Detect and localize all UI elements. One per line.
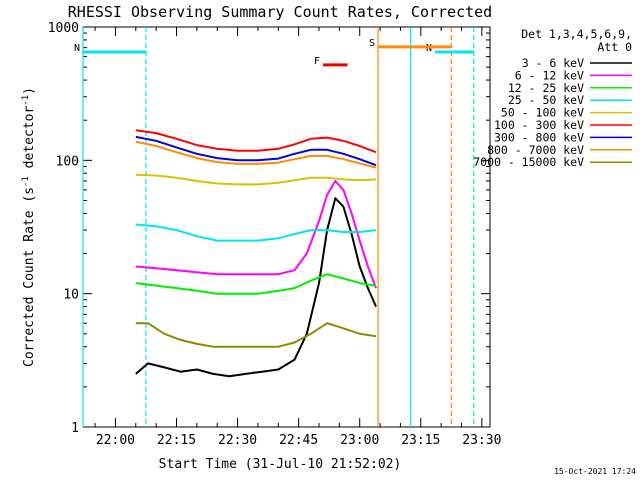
legend-item-label: 100 - 300 keV xyxy=(494,118,584,132)
y-tick-label: 1 xyxy=(71,421,79,436)
series-lines xyxy=(135,129,377,378)
event-marker-label: N xyxy=(426,43,432,54)
x-tick-label: 23:15 xyxy=(401,433,440,448)
legend-item-label: 800 - 7000 keV xyxy=(487,143,584,157)
x-tick-label: 22:15 xyxy=(157,433,196,448)
legend-header-line2: Att 0 xyxy=(597,40,632,54)
y-axis-label-start: Corrected Count Rate (s xyxy=(22,187,37,367)
series-line xyxy=(135,135,377,167)
legend-item-label: 25 - 50 keV xyxy=(508,93,584,107)
legend-item-label: 300 - 800 keV xyxy=(494,130,584,144)
y-axis-label: Corrected Count Rate (s-1 detector-1) xyxy=(21,87,37,367)
x-tick-label: 22:45 xyxy=(279,433,318,448)
y-tick-label: 10 xyxy=(63,288,79,303)
y-axis-label-end: ) xyxy=(22,87,37,95)
series-line xyxy=(135,180,377,289)
vertical-marker-lines xyxy=(82,27,475,427)
y-axis-label-exp2: -1 xyxy=(21,95,31,106)
series-line xyxy=(135,197,377,378)
chart-title: RHESSI Observing Summary Count Rates, Co… xyxy=(68,3,492,21)
legend-item-label: 6 - 12 keV xyxy=(515,68,584,82)
timestamp: 15-Oct-2021 17:24 xyxy=(554,467,636,476)
series-line xyxy=(135,173,377,186)
event-marker-label: S xyxy=(369,38,375,49)
x-axis-ticks: 22:00 22:15 22:30 22:45 23:00 23:15 23:30 xyxy=(94,27,501,448)
x-tick-label: 22:30 xyxy=(218,433,257,448)
legend-item-label: 50 - 100 keV xyxy=(501,106,584,120)
y-axis-ticks: 1 10 100 1000 xyxy=(48,21,490,436)
series-line xyxy=(135,129,377,154)
legend-header-line1: Det 1,3,4,5,6,9, xyxy=(521,27,632,41)
series-line xyxy=(135,140,377,169)
series-line xyxy=(135,322,377,348)
series-line xyxy=(135,273,377,295)
legend-item-label: 3 - 6 keV xyxy=(522,56,584,70)
x-tick-label: 22:00 xyxy=(96,433,135,448)
event-marker-label: F xyxy=(314,56,320,67)
y-tick-label: 100 xyxy=(56,154,79,169)
y-axis-label-mid: detector xyxy=(22,106,37,177)
legend-item-label: 12 - 25 keV xyxy=(508,81,584,95)
event-markers: N N F S xyxy=(74,38,474,67)
legend-item-label: 7000 - 15000 keV xyxy=(473,155,584,169)
series-line xyxy=(135,223,377,242)
x-tick-label: 23:00 xyxy=(340,433,379,448)
x-axis-label: Start Time (31-Jul-10 21:52:02) xyxy=(159,457,402,472)
y-axis-label-exp1: -1 xyxy=(21,176,31,187)
y-tick-label: 1000 xyxy=(48,21,79,36)
x-tick-label: 23:30 xyxy=(462,433,501,448)
plot-area: N N F S xyxy=(74,27,475,427)
event-marker-label: N xyxy=(74,43,80,54)
